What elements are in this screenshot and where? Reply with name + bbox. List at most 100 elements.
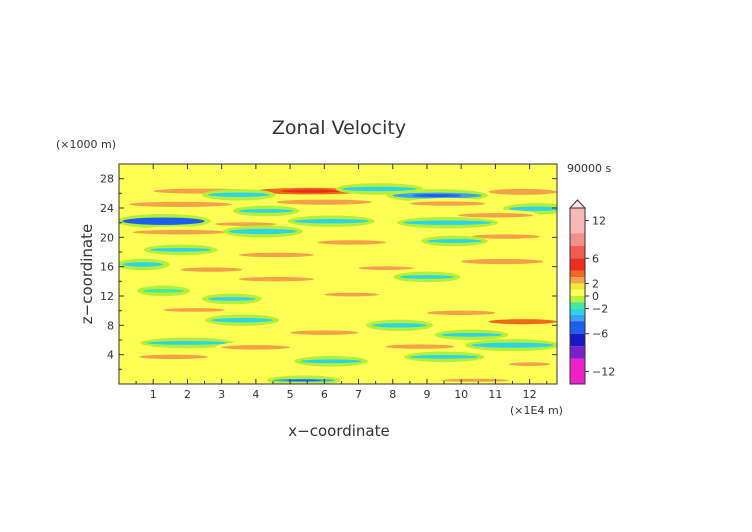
contour-band: [509, 362, 551, 367]
colorbar-swatch: [570, 270, 585, 278]
contour-band: [457, 213, 534, 218]
x-tick-label: 12: [523, 388, 537, 401]
x-tick-label: 4: [252, 388, 259, 401]
colorbar: 12 6 20−2 −6 −12: [568, 199, 615, 385]
y-tick-label: 12: [100, 290, 114, 303]
contour-band: [290, 330, 359, 335]
contour-band: [440, 333, 503, 337]
colorbar-swatch: [570, 333, 585, 347]
contour-band: [488, 188, 557, 195]
colorbar-swatch: [570, 296, 585, 303]
x-tick-label: 11: [488, 388, 502, 401]
y-tick-label: 16: [100, 261, 114, 274]
contour-band: [461, 258, 544, 265]
contour-band: [211, 318, 273, 323]
colorbar-tick-label: −6: [592, 328, 608, 341]
colorbar-tick-label: 2: [592, 277, 599, 290]
colorbar-arrow: [568, 199, 587, 209]
colorbar-swatch: [570, 308, 585, 315]
y-tick-label: 28: [100, 173, 114, 186]
contour-band: [238, 276, 315, 282]
contour-band: [276, 199, 373, 205]
contour-band: [129, 201, 232, 207]
y-axis-label: z−coordinate: [78, 224, 96, 324]
contour-core: [280, 189, 341, 193]
colorbar-swatch: [570, 358, 585, 384]
colorbar-swatch: [570, 258, 585, 271]
colorbar-swatch: [570, 245, 585, 259]
colorbar-swatch: [570, 346, 585, 359]
colorbar-swatch: [570, 208, 585, 234]
contour-band: [142, 289, 185, 293]
colorbar-tick-label: 12: [592, 215, 606, 228]
contour-band: [426, 310, 496, 316]
contour-band: [293, 219, 369, 224]
colorbar-tick-label: −12: [592, 365, 615, 378]
plot-frame: [118, 163, 558, 385]
contour-band: [409, 201, 486, 206]
x-axis-unit: (×1E4 m): [510, 404, 563, 417]
contour-band: [149, 247, 212, 252]
y-tick-label: 20: [100, 231, 114, 244]
contour-band: [122, 262, 164, 267]
colorbar-tick-label: −2: [592, 303, 608, 316]
contour-core: [412, 194, 462, 198]
colorbar-swatch: [570, 321, 585, 334]
contour-band: [509, 206, 557, 211]
contour-band: [300, 359, 362, 364]
chart-title: Zonal Velocity: [272, 117, 406, 139]
contour-band: [358, 266, 414, 270]
x-tick-label: 3: [218, 388, 225, 401]
y-axis-unit: (×1000 m): [56, 138, 116, 151]
y-tick-label: 4: [107, 349, 114, 362]
x-tick-label: 2: [184, 388, 191, 401]
contour-band: [163, 308, 226, 312]
y-tick-label: 8: [107, 319, 114, 332]
colorbar-tick-label: 6: [592, 252, 599, 265]
y-axis: 4 8 12 16 20 24 28: [100, 173, 557, 370]
contour-band: [409, 355, 479, 359]
x-tick-label: 7: [355, 388, 362, 401]
contour-band: [372, 323, 427, 328]
contour-band: [238, 252, 315, 258]
contour-band: [471, 342, 554, 348]
x-axis: 1 2 3 4 5 6 7 8 9 10 11 12: [135, 164, 548, 401]
x-tick-label: 1: [150, 388, 157, 401]
colorbar-swatch: [570, 283, 585, 290]
contour-band: [403, 220, 492, 225]
contour-band: [399, 275, 455, 279]
contour-core: [140, 219, 187, 224]
contour-band: [471, 234, 540, 239]
contour-band: [221, 345, 291, 350]
contour-band: [385, 344, 455, 349]
x-tick-label: 5: [287, 388, 294, 401]
contour-band: [207, 192, 270, 197]
colorbar-tick-label: 0: [592, 290, 599, 303]
contour-band: [341, 186, 417, 192]
contour-band: [214, 222, 277, 226]
contour-band: [238, 209, 294, 213]
contour-band: [324, 292, 380, 297]
contour-band: [228, 228, 297, 235]
colorbar-swatch: [570, 277, 585, 284]
contour-band: [139, 354, 208, 360]
colorbar-swatch: [570, 233, 585, 246]
contour-band: [132, 230, 229, 235]
x-tick-label: 10: [454, 388, 468, 401]
x-tick-label: 9: [423, 388, 430, 401]
contour-band: [440, 378, 510, 382]
contour-band: [317, 240, 386, 245]
velocity-field: [119, 164, 557, 384]
contour-core: [286, 379, 321, 382]
contour-band: [146, 341, 229, 345]
y-tick-label: 24: [100, 202, 114, 215]
x-tick-label: 8: [389, 388, 396, 401]
x-tick-label: 6: [321, 388, 328, 401]
contour-band: [180, 267, 243, 272]
colorbar-swatch: [570, 302, 585, 309]
contour-band: [488, 319, 557, 325]
contour-band: [207, 297, 256, 301]
colorbar-swatch: [570, 314, 585, 322]
colorbar-swatch: [570, 289, 585, 296]
